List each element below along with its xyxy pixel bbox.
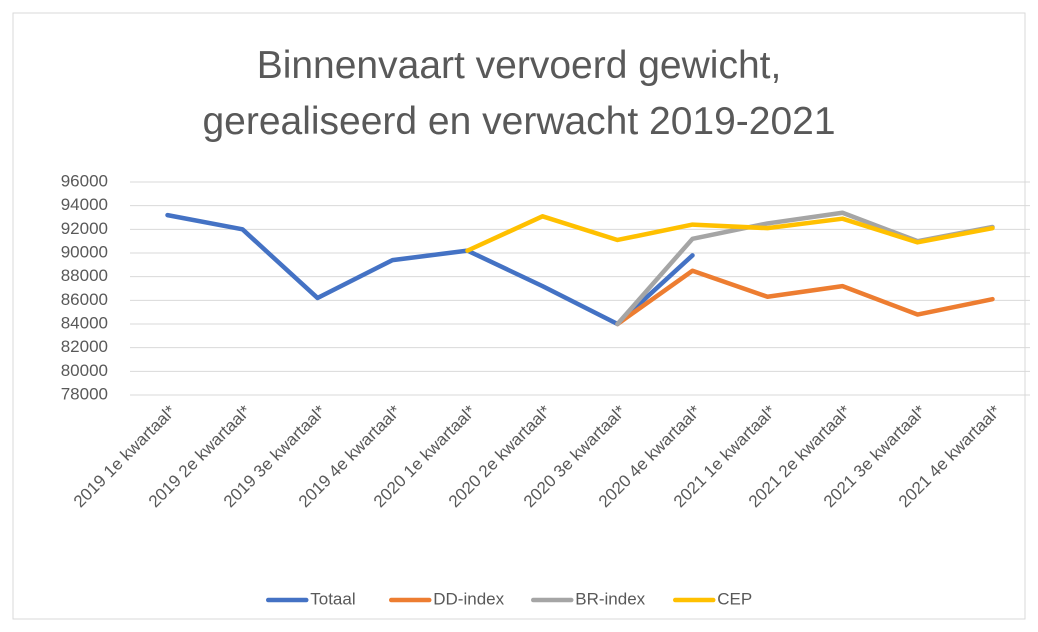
series-line [165,212,695,327]
y-tick-label: 84000 [61,313,108,332]
chart-title: Binnenvaart vervoerd gewicht, gerealisee… [202,44,836,143]
y-tick-label: 88000 [61,266,108,285]
y-tick-label: 94000 [61,195,108,214]
y-tick-label: 80000 [61,361,108,380]
series-line [465,214,995,253]
chart-frame [12,12,1026,620]
y-tick-label: 92000 [61,219,108,238]
legend-label: BR-index [575,589,645,608]
legend-label: CEP [717,589,752,608]
y-tick-label: 96000 [61,171,108,190]
legend-label: DD-index [433,589,504,608]
legend-label: Totaal [310,589,355,608]
y-tick-label: 90000 [61,242,108,261]
y-tick-label: 82000 [61,337,108,356]
y-tick-label: 86000 [61,290,108,309]
series-line [615,268,995,327]
y-tick-label: 78000 [61,384,108,403]
